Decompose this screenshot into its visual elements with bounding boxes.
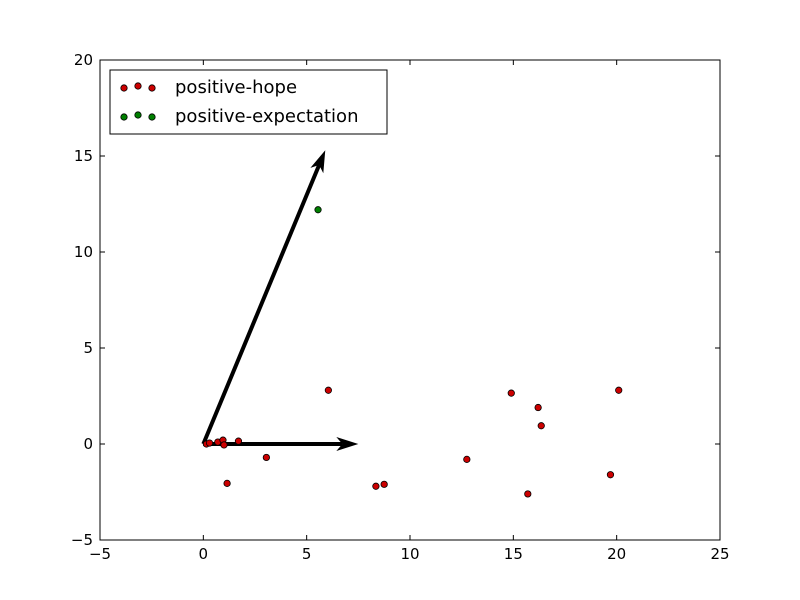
y-tick-label: 5 <box>83 339 93 357</box>
x-tick-label: 10 <box>400 545 419 563</box>
data-point <box>314 206 322 214</box>
x-tick-label: 25 <box>710 545 729 563</box>
x-tick-labels: −5 0 5 10 15 20 25 <box>89 545 730 563</box>
x-tick-label: −5 <box>89 545 111 563</box>
data-point <box>223 479 231 487</box>
y-tick-label: 15 <box>74 147 93 165</box>
legend-label-positive-expectation: positive-expectation <box>175 106 358 127</box>
y-tick-label: −5 <box>71 531 93 549</box>
data-point <box>615 386 623 394</box>
arrow-head <box>336 437 359 451</box>
ticks-layer <box>99 59 721 541</box>
x-tick-label: 0 <box>199 545 209 563</box>
data-point <box>534 403 542 412</box>
legend-marker <box>148 113 156 121</box>
legend-markers-positive-expectation <box>120 111 156 121</box>
x-tick-label: 20 <box>607 545 626 563</box>
legend-label-positive-hope: positive-hope <box>175 77 297 98</box>
data-point <box>234 437 243 445</box>
plot-area-background <box>100 60 720 540</box>
data-point <box>372 482 380 490</box>
arrow <box>201 150 326 445</box>
data-point <box>524 490 532 498</box>
data-point <box>507 389 515 397</box>
legend-marker <box>120 84 128 92</box>
y-tick-label: 10 <box>74 243 93 261</box>
data-point <box>324 386 332 394</box>
legend-box <box>109 69 388 135</box>
data-point <box>606 471 615 479</box>
data-point <box>380 480 388 488</box>
data-point <box>205 439 214 447</box>
y-tick-labels: −5 0 5 10 15 20 <box>71 51 93 549</box>
data-point <box>262 453 270 462</box>
legend-marker <box>120 113 128 121</box>
legend-marker <box>148 84 156 92</box>
arrow-shaft <box>201 164 321 445</box>
legend-markers-positive-hope <box>120 82 156 92</box>
legend-marker <box>134 111 142 119</box>
x-tick-label: 15 <box>504 545 523 563</box>
legend: positive-hope positive-expectation <box>109 69 388 135</box>
points-layer <box>202 206 623 498</box>
data-point <box>537 422 545 430</box>
arrow-head <box>310 150 326 174</box>
y-tick-label: 20 <box>74 51 93 69</box>
x-tick-label: 5 <box>302 545 312 563</box>
data-point <box>220 441 228 449</box>
data-point <box>463 455 471 463</box>
y-tick-label: 0 <box>83 435 93 453</box>
legend-marker <box>134 82 142 90</box>
